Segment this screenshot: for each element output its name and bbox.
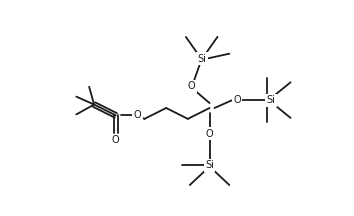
Text: Si: Si (205, 160, 214, 170)
Text: O: O (206, 129, 213, 139)
Text: O: O (188, 81, 196, 91)
Text: O: O (134, 110, 141, 120)
Text: Si: Si (197, 54, 206, 64)
Text: O: O (112, 135, 120, 145)
Text: Si: Si (266, 95, 275, 105)
Text: O: O (233, 95, 241, 105)
